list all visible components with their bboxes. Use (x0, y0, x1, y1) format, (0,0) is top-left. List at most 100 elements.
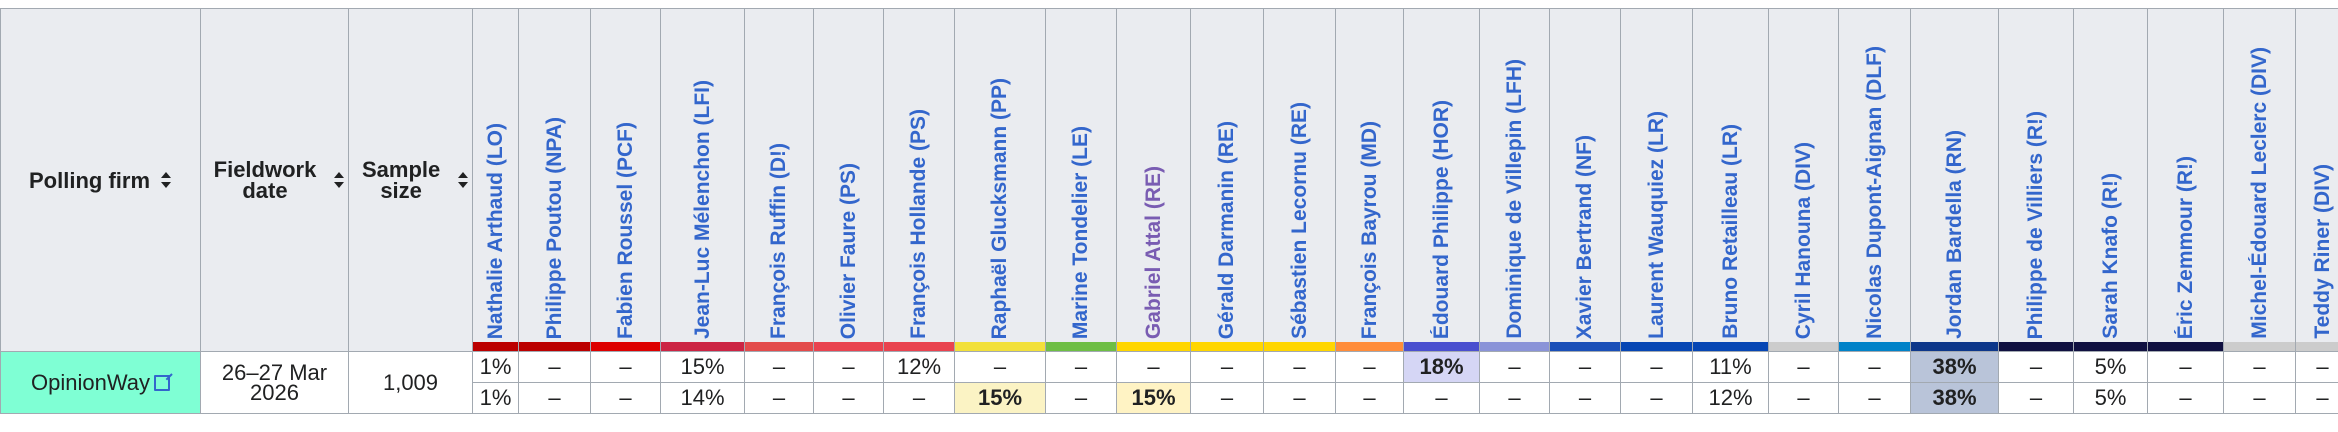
candidate-name-link[interactable]: Éric Zemmour (R!) (2174, 156, 2198, 339)
candidate-name-link[interactable]: Gabriel Attal (RE) (1142, 166, 1166, 339)
sort-icon[interactable] (457, 172, 466, 188)
party-color-swatch (1550, 342, 1620, 351)
candidate-header[interactable]: Marine Tondelier (LE) (1046, 9, 1117, 352)
result-cell: – (1769, 383, 1839, 414)
candidate-name-link[interactable]: Teddy Riner (DIV) (2311, 164, 2335, 339)
party-color-swatch (1480, 342, 1549, 351)
header-row: Polling firm Fieldwork date Sample size … (1, 9, 2338, 352)
polling-firm-link[interactable]: OpinionWay (31, 370, 150, 395)
result-cell: – (1769, 352, 1839, 383)
candidate-name-link[interactable]: Philippe Poutou (NPA) (543, 117, 567, 339)
candidate-header[interactable]: François Bayrou (MD) (1336, 9, 1404, 352)
candidate-name-link[interactable]: Marine Tondelier (LE) (1069, 126, 1093, 339)
party-color-swatch (1264, 342, 1335, 351)
party-color-swatch (591, 342, 660, 351)
candidate-name-link[interactable]: Cyril Hanouna (DIV) (1792, 142, 1816, 339)
candidate-header[interactable]: Olivier Faure (PS) (814, 9, 884, 352)
party-color-swatch (1769, 342, 1838, 351)
candidate-header[interactable]: Jordan Bardella (RN) (1911, 9, 1999, 352)
polling-firm-cell[interactable]: OpinionWay (1, 352, 201, 414)
candidate-header[interactable]: Nathalie Arthaud (LO) (473, 9, 519, 352)
candidate-header[interactable]: Nicolas Dupont-Aignan (DLF) (1839, 9, 1911, 352)
candidate-name-link[interactable]: Raphaël Glucksmann (PP) (988, 78, 1012, 339)
candidate-name-link[interactable]: Dominique de Villepin (LFH) (1503, 59, 1527, 339)
candidate-name-link[interactable]: Laurent Wauquiez (LR) (1645, 111, 1669, 339)
candidate-header[interactable]: Teddy Riner (DIV) (2296, 9, 2338, 352)
candidate-header[interactable]: Raphaël Glucksmann (PP) (955, 9, 1046, 352)
candidate-name-link[interactable]: Olivier Faure (PS) (837, 163, 861, 339)
candidate-header[interactable]: Sarah Knafo (R!) (2074, 9, 2148, 352)
candidate-header[interactable]: Jean-Luc Mélenchon (LFI) (661, 9, 745, 352)
result-cell: 14% (661, 383, 745, 414)
result-cell: – (591, 352, 661, 383)
party-color-swatch (1839, 342, 1910, 351)
party-color-swatch (1911, 342, 1998, 351)
candidate-name-link[interactable]: Bruno Retailleau (LR) (1719, 124, 1743, 339)
fieldwork-date-cell: 26–27 Mar 2026 (201, 352, 349, 414)
header-sample-size[interactable]: Sample size (349, 9, 473, 352)
result-cell: 11% (1693, 352, 1769, 383)
result-cell: 5% (2074, 383, 2148, 414)
sort-icon[interactable] (333, 172, 342, 188)
party-color-swatch (1621, 342, 1692, 351)
candidate-header[interactable]: Bruno Retailleau (LR) (1693, 9, 1769, 352)
party-color-swatch (1336, 342, 1403, 351)
candidate-header[interactable]: Philippe Poutou (NPA) (519, 9, 591, 352)
candidate-name-link[interactable]: Philippe de Villiers (R!) (2024, 111, 2048, 339)
candidate-name-link[interactable]: Gérald Darmanin (RE) (1215, 121, 1239, 339)
candidate-header[interactable]: Xavier Bertrand (NF) (1550, 9, 1621, 352)
candidate-name-link[interactable]: Sébastien Lecornu (RE) (1288, 102, 1312, 339)
party-color-swatch (1117, 342, 1190, 351)
candidate-header[interactable]: Gabriel Attal (RE) (1117, 9, 1191, 352)
header-polling-firm[interactable]: Polling firm (1, 9, 201, 352)
result-cell: 1% (473, 383, 519, 414)
candidate-header[interactable]: Dominique de Villepin (LFH) (1480, 9, 1550, 352)
candidate-name-link[interactable]: Fabien Roussel (PCF) (614, 122, 638, 339)
header-fieldwork-date-label: Fieldwork date (207, 159, 323, 201)
candidate-name-link[interactable]: Nathalie Arthaud (LO) (484, 123, 508, 339)
candidate-header[interactable]: Édouard Philippe (HOR) (1404, 9, 1480, 352)
candidate-header[interactable]: Gérald Darmanin (RE) (1191, 9, 1264, 352)
candidate-header[interactable]: Éric Zemmour (R!) (2148, 9, 2224, 352)
candidate-name-link[interactable]: François Hollande (PS) (907, 109, 931, 339)
result-cell: – (1999, 352, 2074, 383)
result-cell: 1% (473, 352, 519, 383)
candidate-header[interactable]: Michel-Édouard Leclerc (DIV) (2224, 9, 2296, 352)
candidate-header[interactable]: Laurent Wauquiez (LR) (1621, 9, 1693, 352)
party-color-swatch (1999, 342, 2073, 351)
sort-icon[interactable] (160, 172, 172, 188)
candidate-name-link[interactable]: Jean-Luc Mélenchon (LFI) (691, 80, 715, 339)
result-cell: – (1046, 383, 1117, 414)
candidate-header[interactable]: François Hollande (PS) (884, 9, 955, 352)
result-cell: – (1621, 352, 1693, 383)
candidate-name-link[interactable]: Jordan Bardella (RN) (1943, 130, 1967, 339)
result-cell: – (1046, 352, 1117, 383)
result-cell: – (2148, 352, 2224, 383)
candidate-name-link[interactable]: François Ruffin (D!) (767, 143, 791, 339)
result-cell: 38% (1911, 352, 1999, 383)
candidate-header[interactable]: Sébastien Lecornu (RE) (1264, 9, 1336, 352)
candidate-name-link[interactable]: Sarah Knafo (R!) (2099, 173, 2123, 339)
result-cell: 12% (1693, 383, 1769, 414)
candidate-name-link[interactable]: Édouard Philippe (HOR) (1430, 100, 1454, 339)
header-polling-firm-label: Polling firm (29, 170, 150, 191)
candidate-name-link[interactable]: Nicolas Dupont-Aignan (DLF) (1863, 46, 1887, 339)
result-cell: – (1621, 383, 1693, 414)
result-cell: – (814, 383, 884, 414)
party-color-swatch (1693, 342, 1768, 351)
result-cell: – (1480, 383, 1550, 414)
candidate-header[interactable]: Philippe de Villiers (R!) (1999, 9, 2074, 352)
candidate-header[interactable]: Fabien Roussel (PCF) (591, 9, 661, 352)
result-cell: 12% (884, 352, 955, 383)
candidate-header[interactable]: François Ruffin (D!) (745, 9, 814, 352)
candidate-name-link[interactable]: Xavier Bertrand (NF) (1573, 135, 1597, 339)
candidate-name-link[interactable]: Michel-Édouard Leclerc (DIV) (2248, 47, 2272, 339)
header-fieldwork-date[interactable]: Fieldwork date (201, 9, 349, 352)
result-cell: – (814, 352, 884, 383)
result-cell: 5% (2074, 352, 2148, 383)
result-cell: 15% (955, 383, 1046, 414)
candidate-name-link[interactable]: François Bayrou (MD) (1358, 121, 1382, 339)
external-link-icon (154, 375, 170, 391)
table-row: OpinionWay 26–27 Mar 2026 1,009 1%––15%–… (1, 352, 2338, 383)
candidate-header[interactable]: Cyril Hanouna (DIV) (1769, 9, 1839, 352)
